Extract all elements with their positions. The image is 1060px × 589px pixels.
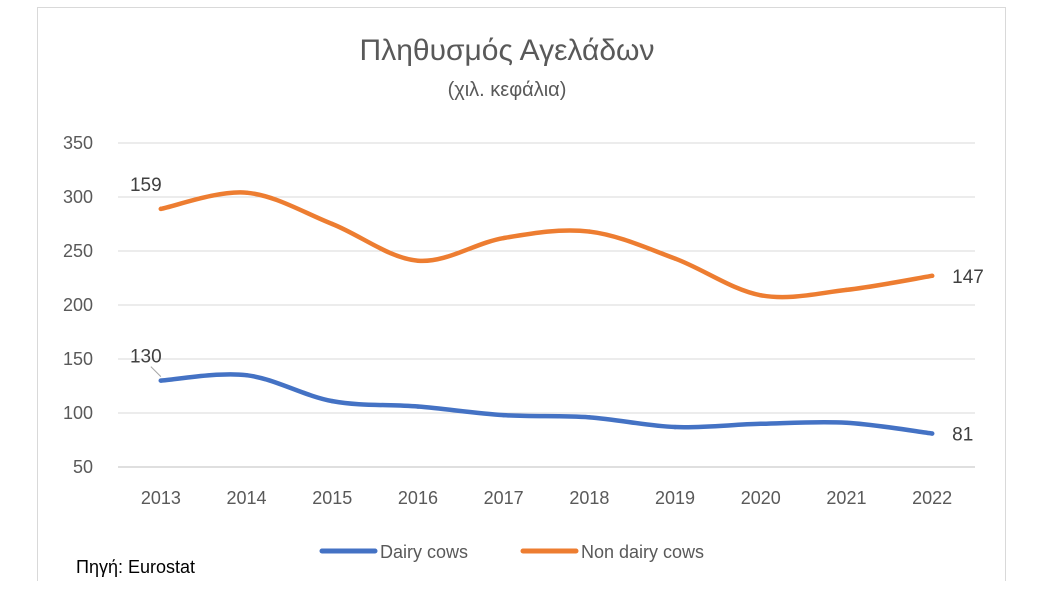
data-point — [672, 424, 678, 430]
x-tick-label: 2017 — [484, 488, 524, 508]
data-point — [929, 273, 935, 279]
data-point — [587, 415, 592, 420]
y-axis: 50 100 150 200 250 300 350 — [63, 133, 93, 477]
data-label: 130 — [130, 347, 162, 368]
data-label: 81 — [952, 425, 973, 446]
x-tick-label: 2021 — [826, 488, 866, 508]
x-tick-label: 2015 — [312, 488, 352, 508]
data-point — [158, 378, 164, 383]
y-tick-label: 350 — [63, 133, 93, 153]
y-tick-label: 50 — [73, 457, 93, 477]
data-point — [158, 206, 164, 212]
series-line-non-dairy-cows — [158, 190, 935, 300]
series-lines — [158, 190, 935, 436]
chart-title: Πληθυσμός Αγελάδων — [360, 34, 655, 67]
x-tick-label: 2020 — [741, 488, 781, 508]
data-point — [758, 421, 763, 426]
y-tick-label: 150 — [63, 349, 93, 369]
data-point — [244, 373, 249, 378]
x-axis: 2013 2014 2015 2016 2017 2018 2019 2020 2021 2022 — [141, 488, 952, 508]
data-point — [844, 420, 849, 425]
data-point — [844, 287, 849, 293]
legend-label-non-dairy-cows: Non dairy cows — [581, 542, 704, 562]
data-label: 147 — [952, 267, 984, 288]
x-tick-label: 2019 — [655, 488, 695, 508]
data-point — [244, 190, 249, 195]
chart-area — [37, 7, 1006, 581]
data-labels: 130 81 159 147 — [130, 175, 984, 446]
series-line-dairy-cows — [158, 372, 935, 436]
x-tick-label: 2022 — [912, 488, 952, 508]
data-point — [672, 256, 678, 261]
legend: Dairy cows Non dairy cows — [319, 542, 704, 562]
data-point — [330, 221, 335, 227]
leader-line — [150, 366, 162, 377]
data-point — [929, 431, 935, 436]
legend-label-dairy-cows: Dairy cows — [380, 542, 468, 562]
x-tick-label: 2016 — [398, 488, 438, 508]
data-point — [415, 258, 421, 263]
chart-subtitle: (χιλ. κεφάλια) — [448, 79, 567, 101]
data-point — [330, 398, 335, 404]
y-tick-label: 250 — [63, 241, 93, 261]
y-tick-label: 200 — [63, 295, 93, 315]
x-tick-label: 2013 — [141, 488, 181, 508]
data-point — [587, 229, 592, 234]
data-point — [501, 235, 506, 241]
x-tick-label: 2014 — [227, 488, 267, 508]
data-point — [758, 293, 763, 298]
data-label: 159 — [130, 175, 162, 196]
y-tick-label: 300 — [63, 187, 93, 207]
data-point — [501, 412, 506, 418]
source-note: Πηγή: Eurostat — [76, 557, 196, 577]
data-point — [415, 404, 421, 409]
y-tick-label: 100 — [63, 403, 93, 423]
x-tick-label: 2018 — [569, 488, 609, 508]
